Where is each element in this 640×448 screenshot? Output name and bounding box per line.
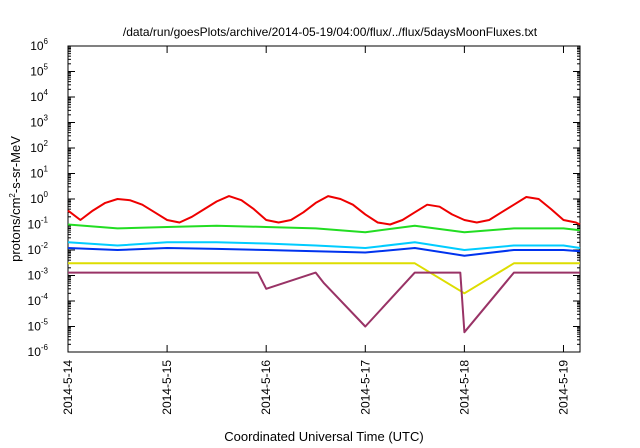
- series-layer: [67, 195, 581, 334]
- y-tick-label-base: 10: [28, 345, 42, 359]
- y-tick-label-exp: -6: [41, 343, 49, 352]
- x-tick-label: 2014-5-14: [61, 360, 75, 415]
- y-tick-label: 10-1: [28, 216, 49, 232]
- y-tick-label-exp: -4: [41, 292, 49, 301]
- y-tick-label-base: 10: [28, 320, 42, 334]
- chart-title: /data/run/goesPlots/archive/2014-05-19/0…: [123, 25, 538, 39]
- y-tick-label: 10-6: [28, 343, 49, 359]
- y-tick-label-base: 10: [30, 141, 44, 155]
- y-tick-label-base: 10: [30, 65, 44, 79]
- y-tick-label: 105: [30, 63, 48, 79]
- y-tick-label-exp: 5: [44, 63, 49, 72]
- y-axis: 10-610-510-410-310-210-11001011021031041…: [28, 37, 580, 359]
- y-tick-label: 10-5: [28, 318, 49, 334]
- y-tick-label-exp: 3: [44, 114, 49, 123]
- y-tick-label-exp: 2: [44, 139, 49, 148]
- y-tick-label: 10-2: [28, 241, 49, 257]
- y-axis-label: protons/cm2-s-sr-MeV: [8, 136, 23, 262]
- y-tick-label-base: 10: [30, 167, 44, 181]
- y-tick-label-base: 10: [28, 269, 42, 283]
- y-tick-label-exp: -5: [41, 318, 49, 327]
- y-tick-label: 100: [30, 190, 48, 206]
- series-line-5: [68, 262, 580, 295]
- series-line-2: [67, 223, 581, 234]
- series-line-3: [67, 241, 581, 251]
- y-tick-label-exp: -1: [41, 216, 49, 225]
- y-axis-label-post: -s-sr-MeV: [8, 136, 23, 193]
- y-tick-label: 102: [30, 139, 48, 155]
- y-tick-label-base: 10: [28, 243, 42, 257]
- y-tick-label: 10-4: [28, 292, 49, 308]
- x-tick-label: 2014-5-17: [358, 360, 372, 415]
- y-tick-label-base: 10: [28, 294, 42, 308]
- y-tick-label-exp: -2: [41, 241, 49, 250]
- y-tick-label-base: 10: [30, 116, 44, 130]
- series-line-6: [68, 271, 580, 334]
- y-tick-label-exp: -3: [41, 267, 49, 276]
- y-axis-label-sup: 2: [8, 193, 17, 198]
- y-tick-label-base: 10: [28, 218, 42, 232]
- x-axis: 2014-5-14 2014-5-15 2014-5-16 2014-5-17 2014…: [61, 46, 570, 415]
- y-tick-label: 106: [30, 37, 48, 53]
- x-tick-label: 2014-5-16: [259, 360, 273, 415]
- x-tick-label: 2014-5-15: [160, 360, 174, 415]
- x-tick-label: 2014-5-18: [457, 360, 471, 415]
- y-tick-label-base: 10: [30, 39, 44, 53]
- y-tick-label-exp: 1: [44, 165, 49, 174]
- x-tick-label: 2014-5-19: [556, 360, 570, 415]
- y-tick-label-base: 10: [30, 192, 44, 206]
- y-tick-label-exp: 6: [44, 37, 49, 46]
- y-tick-label-exp: 0: [44, 190, 49, 199]
- series-line-1: [67, 195, 581, 226]
- x-axis-label: Coordinated Universal Time (UTC): [224, 429, 423, 444]
- y-tick-label: 104: [30, 88, 48, 104]
- y-tick-label-base: 10: [30, 90, 44, 104]
- y-tick-label: 103: [30, 114, 48, 130]
- y-tick-label-exp: 4: [44, 88, 49, 97]
- y-axis-label-pre: protons/cm: [8, 198, 23, 262]
- y-tick-label: 101: [30, 165, 48, 181]
- series-line-4: [67, 247, 581, 257]
- y-tick-label: 10-3: [28, 267, 49, 283]
